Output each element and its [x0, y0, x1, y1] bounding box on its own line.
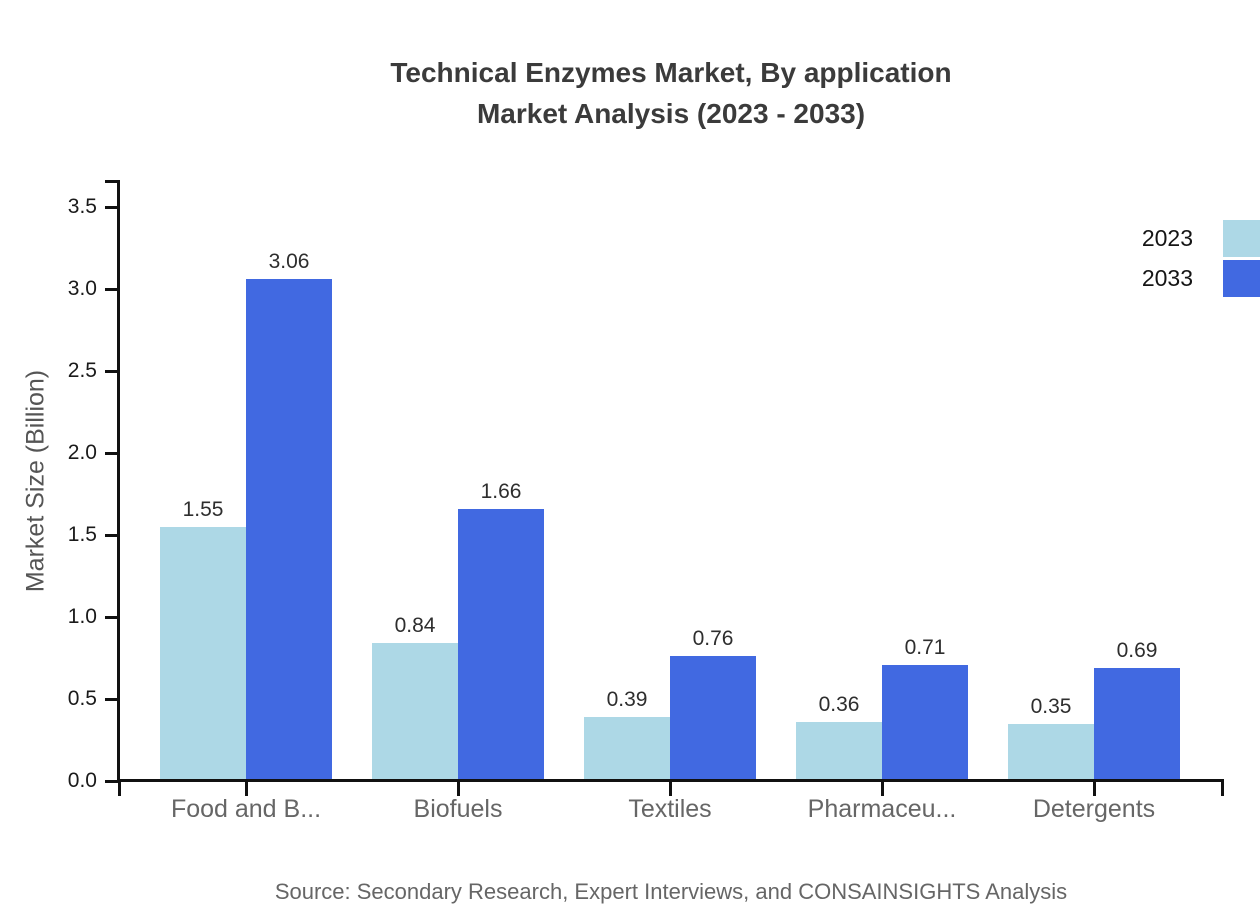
y-tick-label: 0.0	[67, 769, 97, 792]
source-note: Source: Secondary Research, Expert Inter…	[274, 879, 1068, 904]
bar-value-label: 0.69	[1116, 639, 1158, 662]
y-tick	[105, 698, 117, 701]
bar-value-label: 3.06	[268, 250, 310, 273]
x-axis-start-cap	[118, 782, 121, 796]
legend-swatch-2023	[1223, 220, 1260, 257]
chart-title-line-2: Market Analysis (2023 - 2033)	[476, 98, 866, 129]
y-tick	[105, 206, 117, 209]
legend-swatch-2033	[1223, 260, 1260, 297]
y-axis-end-cap	[105, 180, 117, 183]
x-tick	[669, 782, 672, 796]
x-tick	[457, 782, 460, 796]
bar-2033	[458, 509, 544, 781]
y-tick	[105, 370, 117, 373]
legend-item: 2023	[1100, 220, 1260, 257]
x-category-label: Pharmaceu...	[807, 795, 957, 823]
bar-2023	[796, 722, 882, 781]
bar-2023	[1008, 724, 1094, 781]
legend-label: 2023	[1141, 225, 1193, 251]
x-category-label: Biofuels	[413, 795, 503, 823]
x-tick	[1093, 782, 1096, 796]
bar-2033	[246, 279, 332, 781]
bar-2023	[584, 717, 670, 781]
x-axis-end-cap	[1221, 782, 1224, 796]
legend-item: 2033	[1100, 260, 1260, 297]
bar-value-label: 0.35	[1030, 695, 1072, 718]
bar-value-label: 0.71	[904, 636, 946, 659]
bar-value-label: 0.84	[394, 614, 436, 637]
x-axis-line	[117, 779, 1224, 782]
legend-label: 2033	[1141, 265, 1193, 291]
y-tick-label: 1.5	[67, 523, 97, 546]
chart-title-line-1: Technical Enzymes Market, By application	[390, 57, 952, 88]
y-tick-label: 0.5	[67, 687, 97, 710]
y-tick-label: 2.5	[67, 359, 97, 382]
y-tick-label: 3.0	[67, 277, 97, 300]
x-tick	[245, 782, 248, 796]
bar-2033	[1094, 668, 1180, 781]
bar-value-label: 0.76	[692, 627, 734, 650]
x-category-label: Detergents	[1032, 795, 1156, 823]
bar-value-label: 0.39	[606, 688, 648, 711]
bar-2033	[670, 656, 756, 781]
y-tick	[105, 616, 117, 619]
y-tick	[105, 288, 117, 291]
x-category-label: Food and B...	[170, 795, 322, 823]
y-tick	[105, 452, 117, 455]
chart-title: Technical Enzymes Market, By application…	[82, 52, 1260, 134]
y-tick	[105, 534, 117, 537]
y-tick	[105, 780, 117, 783]
x-tick	[881, 782, 884, 796]
bar-value-label: 1.55	[182, 498, 224, 521]
y-tick-label: 1.0	[67, 605, 97, 628]
bar-2023	[372, 643, 458, 781]
bar-2023	[160, 527, 246, 781]
bar-value-label: 1.66	[480, 480, 522, 503]
bar-value-label: 0.36	[818, 693, 860, 716]
x-category-label: Textiles	[628, 795, 712, 823]
bar-2033	[882, 665, 968, 781]
y-tick-label: 3.5	[67, 195, 97, 218]
y-tick-label: 2.0	[67, 441, 97, 464]
y-axis-line	[117, 180, 120, 783]
